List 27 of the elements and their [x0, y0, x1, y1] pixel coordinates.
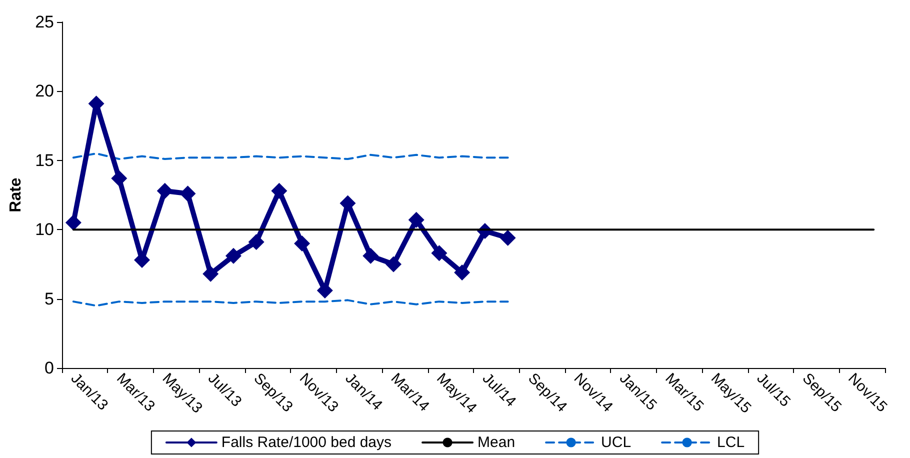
- point: [431, 245, 448, 262]
- point: [294, 235, 310, 252]
- y-tick-label: 20: [35, 82, 54, 101]
- y-tick-label: 10: [35, 220, 54, 240]
- legend-label: Falls Rate/1000 bed days: [221, 434, 392, 451]
- point: [316, 282, 333, 298]
- legend-label: Mean: [478, 434, 516, 451]
- point: [362, 248, 379, 264]
- point: [156, 182, 173, 199]
- point: [500, 230, 516, 246]
- y-tick-label: 25: [35, 12, 54, 32]
- legend-label: UCL: [601, 434, 632, 451]
- y-tick-label: 15: [35, 150, 54, 170]
- point: [225, 248, 242, 264]
- point: [248, 234, 264, 250]
- point: [202, 266, 219, 282]
- point: [385, 256, 402, 272]
- point: [65, 214, 82, 231]
- point: [408, 212, 424, 228]
- point: [111, 170, 128, 186]
- y-tick-label: 0: [44, 358, 54, 378]
- legend-label: LCL: [717, 434, 745, 451]
- point: [180, 186, 196, 202]
- y-axis-title: Rate: [8, 178, 25, 212]
- y-tick-label: 5: [44, 289, 54, 308]
- point: [454, 264, 470, 281]
- point: [271, 182, 288, 199]
